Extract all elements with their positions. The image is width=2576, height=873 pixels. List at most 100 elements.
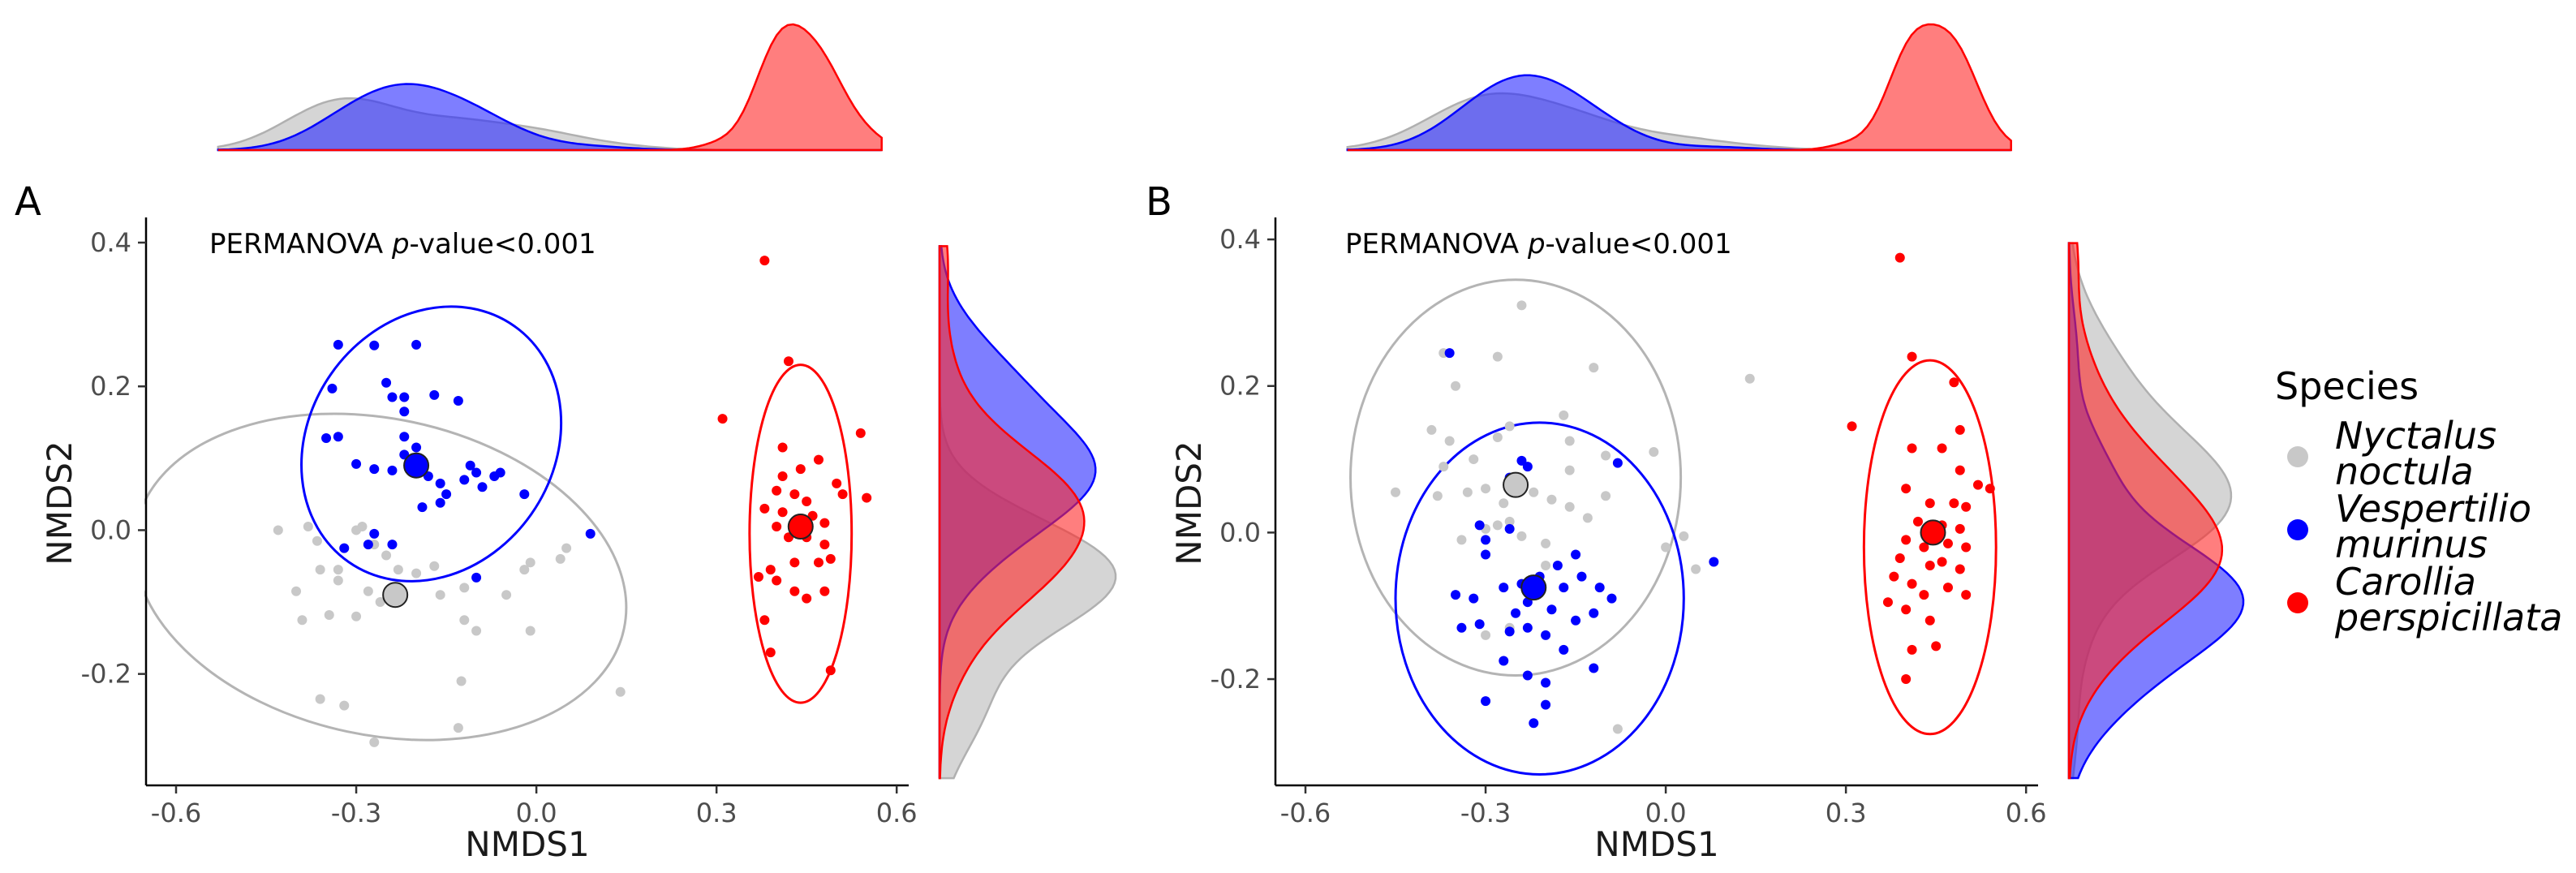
point-noctula (1462, 487, 1473, 497)
x-tick-label: 0.6 (2006, 798, 2047, 828)
point-noctula (381, 550, 392, 561)
point-perspicillata (1955, 465, 1965, 475)
point-perspicillata (1955, 523, 1965, 534)
point-noctula (555, 553, 566, 564)
point-murinus (369, 464, 380, 475)
y-tick-label: 0.4 (90, 227, 131, 258)
x-axis-title-a: NMDS1 (465, 824, 589, 864)
point-murinus (1709, 557, 1719, 567)
point-noctula (357, 522, 368, 532)
point-noctula (369, 737, 380, 747)
point-noctula (459, 615, 470, 626)
point-perspicillata (789, 557, 800, 568)
point-perspicillata (1942, 538, 1953, 548)
point-noctula (1564, 465, 1575, 475)
point-noctula (525, 626, 535, 636)
point-perspicillata (1937, 557, 1947, 567)
point-perspicillata (1919, 590, 1929, 600)
point-perspicillata (1907, 578, 1917, 589)
point-noctula (1492, 351, 1503, 362)
point-murinus (387, 540, 398, 550)
point-noctula (471, 626, 482, 636)
point-noctula (315, 694, 325, 704)
x-tick-label: 0.3 (1826, 798, 1867, 828)
point-noctula (1589, 363, 1599, 373)
x-tick-label: 0.3 (696, 798, 738, 828)
centroid-perspicillata (787, 514, 814, 540)
point-murinus (417, 502, 428, 513)
point-noctula (1559, 410, 1569, 420)
point-murinus (1522, 462, 1533, 472)
point-noctula (339, 700, 350, 711)
point-perspicillata (862, 492, 872, 503)
x-tick-label: -0.6 (151, 798, 201, 828)
point-murinus (1474, 619, 1485, 630)
point-murinus (1474, 520, 1485, 531)
y-tick-label: 0.2 (1219, 371, 1261, 402)
point-noctula (1601, 491, 1611, 501)
point-perspicillata (1942, 583, 1953, 593)
point-perspicillata (802, 497, 812, 506)
point-perspicillata (832, 478, 842, 488)
point-noctula (1492, 520, 1503, 531)
point-perspicillata (1894, 252, 1905, 263)
point-perspicillata (765, 565, 776, 575)
point-perspicillata (777, 471, 788, 481)
point-perspicillata (813, 454, 824, 465)
centroid-perspicillata (1920, 519, 1946, 546)
point-noctula (525, 557, 535, 568)
point-murinus (495, 467, 505, 478)
point-murinus (1541, 677, 1551, 688)
point-noctula (1504, 421, 1515, 432)
point-noctula (1492, 432, 1503, 442)
point-noctula (519, 565, 530, 575)
point-noctula (1679, 531, 1689, 541)
point-perspicillata (813, 557, 824, 568)
point-perspicillata (819, 540, 830, 550)
point-noctula (1481, 630, 1491, 640)
point-noctula (1456, 535, 1467, 545)
point-noctula (324, 610, 334, 620)
point-murinus (1546, 604, 1557, 615)
point-noctula (1504, 516, 1515, 527)
point-murinus (1559, 583, 1569, 593)
y-axis-title-a: NMDS2 (40, 441, 80, 565)
point-murinus (1576, 571, 1587, 582)
point-noctula (351, 611, 362, 621)
top-density-perspicillata (1347, 23, 2012, 152)
point-perspicillata (1961, 501, 1972, 512)
point-perspicillata (772, 485, 782, 496)
point-perspicillata (1937, 443, 1947, 454)
right-density-b (2067, 242, 2245, 780)
point-perspicillata (1955, 424, 1965, 435)
point-murinus (585, 528, 596, 539)
point-perspicillata (772, 575, 782, 586)
point-perspicillata (1907, 351, 1917, 362)
point-perspicillata (789, 489, 800, 500)
point-murinus (1552, 561, 1563, 571)
point-perspicillata (1949, 377, 1959, 388)
legend-label-murinus-line1: Vespertilio (2335, 487, 2531, 531)
point-noctula (1391, 487, 1401, 497)
top-density-b (1346, 23, 2012, 152)
point-murinus (1444, 348, 1455, 359)
point-perspicillata (825, 553, 836, 564)
panel-label-b: B (1146, 179, 1172, 225)
point-perspicillata (1949, 498, 1959, 509)
point-murinus (1541, 630, 1551, 640)
point-murinus (465, 460, 475, 471)
plot-area-a: -0.6 -0.3 0.0 0.3 0.6 -0.2 0.0 0.2 0.4 PERMANOVA… (40, 217, 918, 864)
legend-label-murinus-line2: murinus (2335, 523, 2488, 566)
point-noctula (291, 586, 302, 596)
x-tick-label: 0.0 (516, 798, 557, 828)
point-murinus (1559, 644, 1569, 655)
point-perspicillata (795, 464, 806, 475)
point-perspicillata (783, 356, 793, 367)
panel-label-a: A (15, 179, 41, 225)
point-murinus (399, 406, 410, 417)
point-murinus (441, 489, 452, 500)
point-murinus (333, 339, 343, 350)
point-perspicillata (1972, 480, 1983, 490)
point-murinus (1522, 670, 1533, 681)
